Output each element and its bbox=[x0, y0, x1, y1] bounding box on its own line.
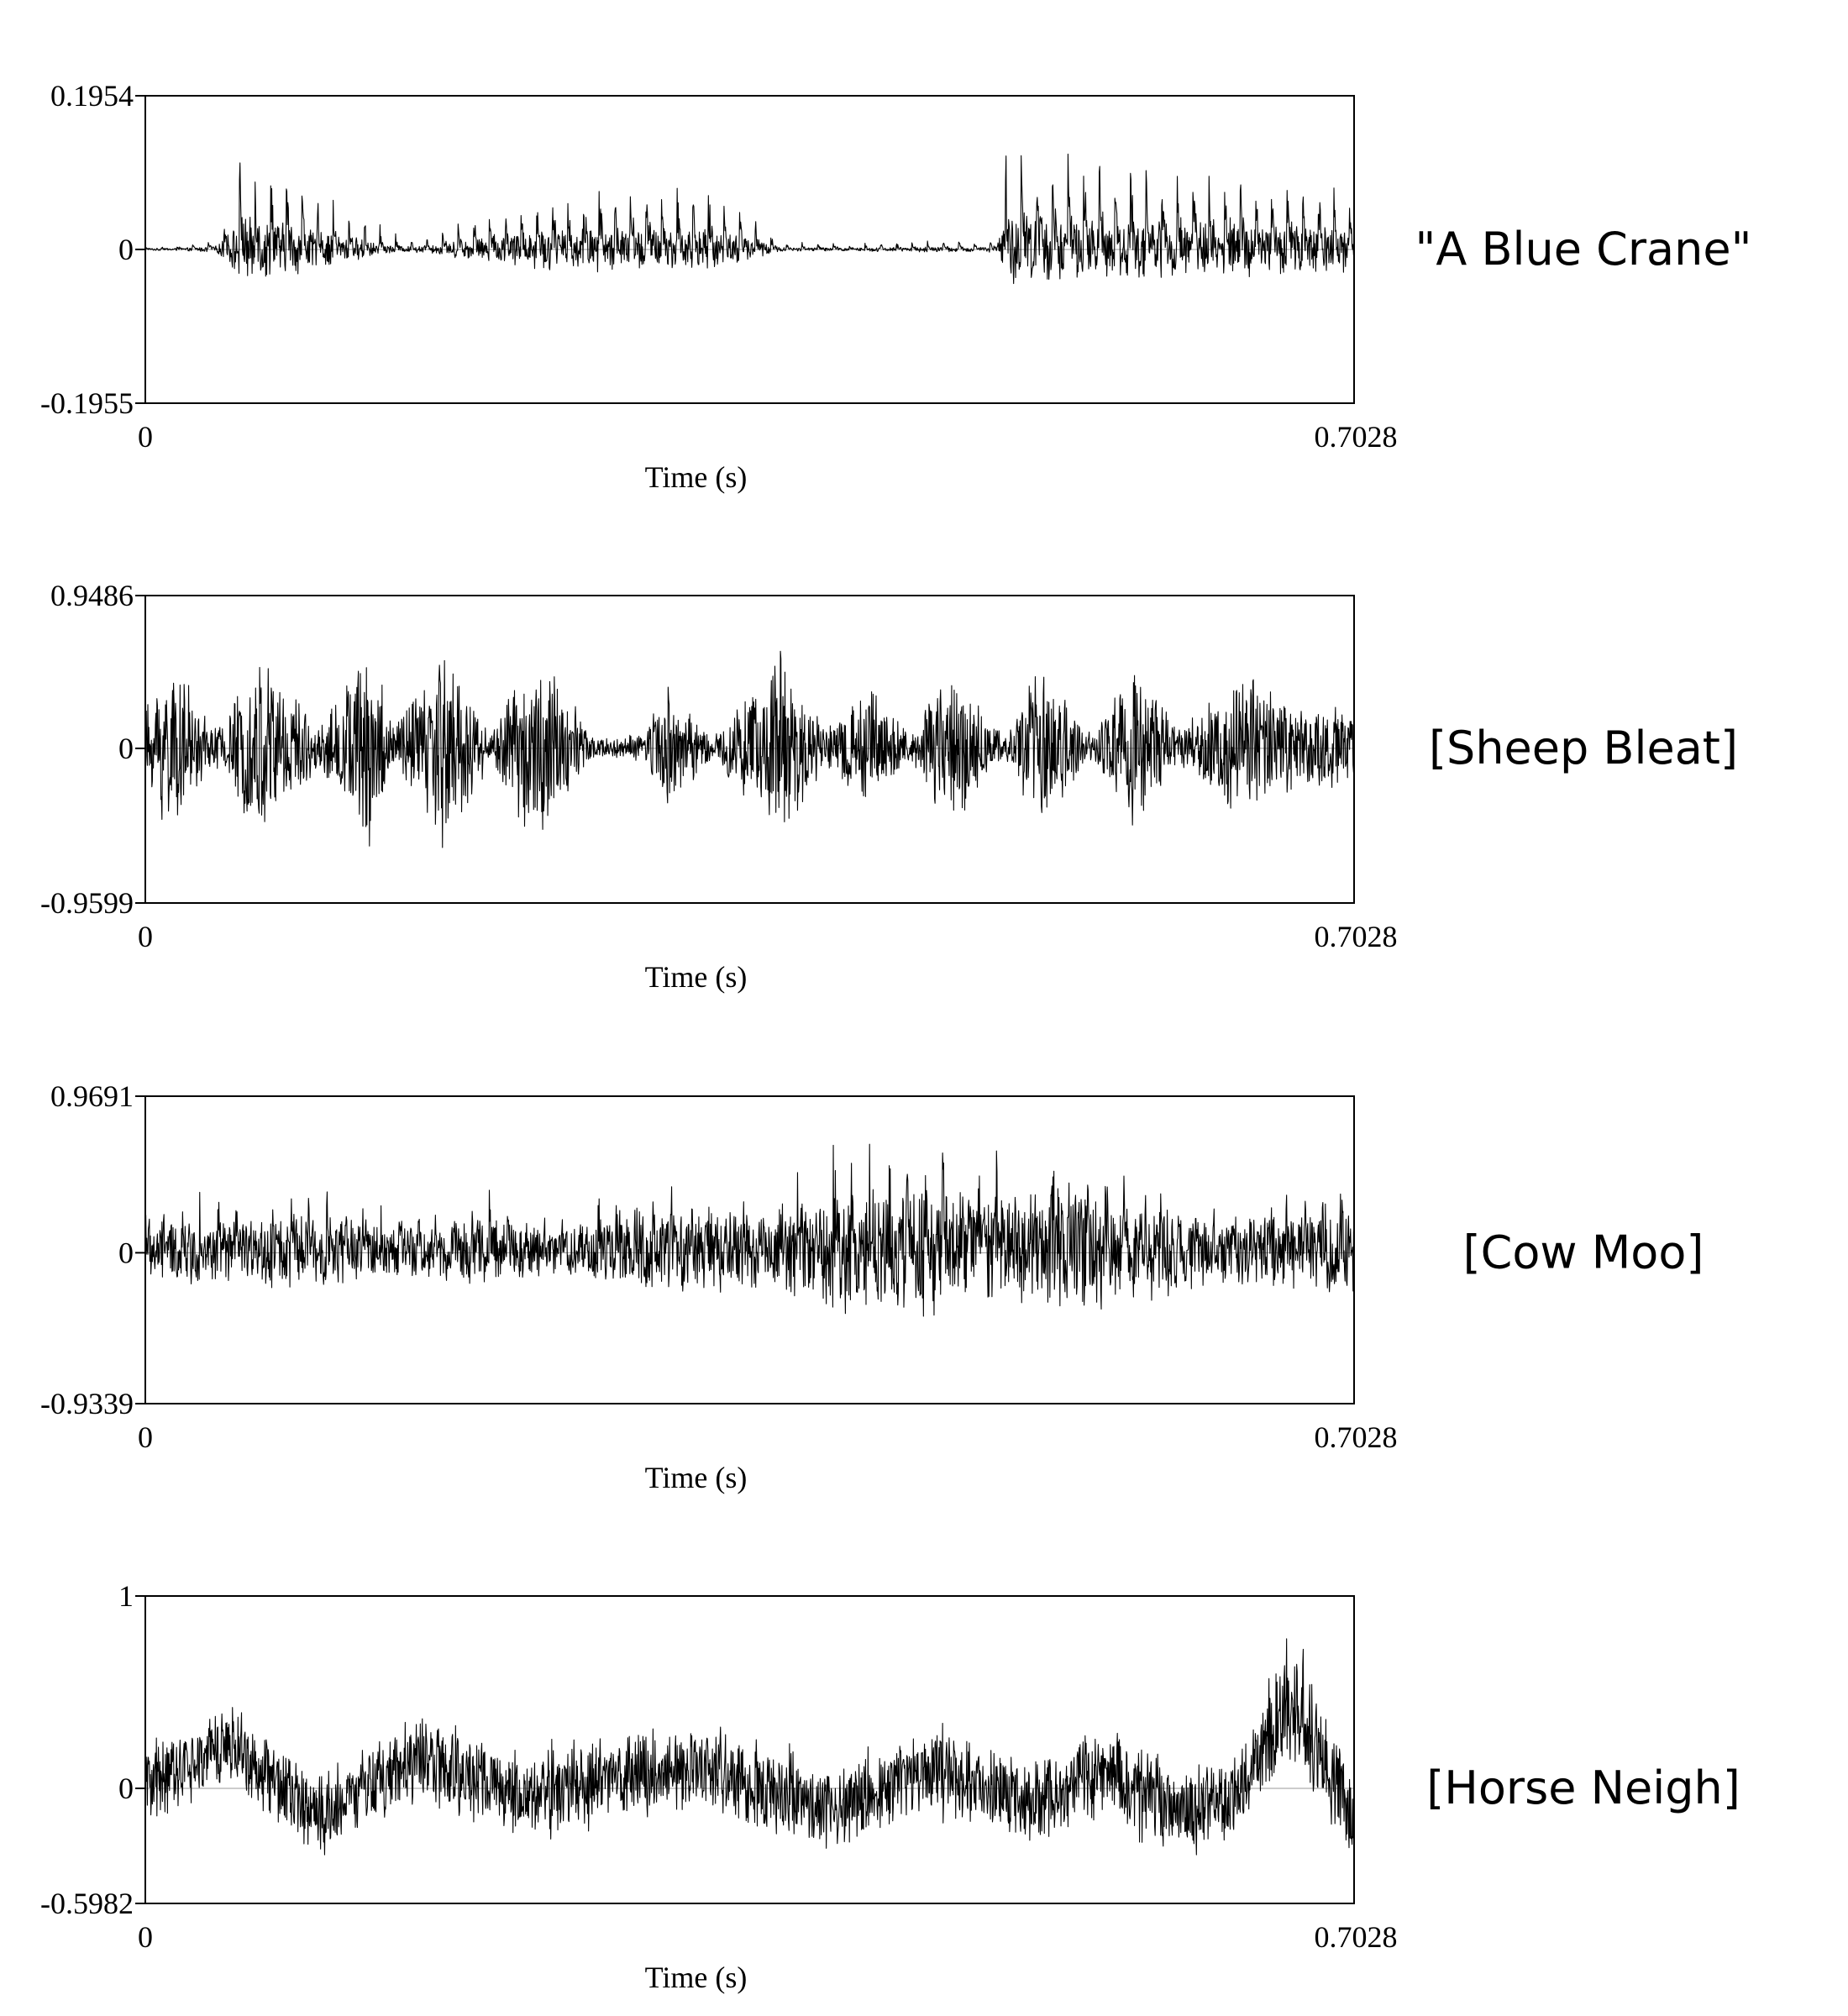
x-tick-label: 0.7028 bbox=[1315, 920, 1398, 953]
sound-label: "A Blue Crane" bbox=[1415, 223, 1752, 276]
y-tick-label: 0 bbox=[118, 233, 134, 266]
y-tick-label: -0.1955 bbox=[40, 386, 134, 420]
y-tick-label: 0 bbox=[118, 1772, 134, 1805]
x-axis-title: Time (s) bbox=[645, 960, 748, 994]
x-tick-label: 0.7028 bbox=[1315, 1420, 1398, 1454]
plot-frame bbox=[144, 1095, 1355, 1404]
plot-frame bbox=[144, 1595, 1355, 1904]
y-tick-label: 0.9486 bbox=[50, 579, 134, 612]
y-tick-label: 0.1954 bbox=[50, 79, 134, 113]
x-tick-label: 0 bbox=[138, 1920, 153, 1954]
sound-label: [Horse Neigh] bbox=[1426, 1761, 1740, 1814]
x-tick-label: 0 bbox=[138, 920, 153, 953]
waveform-line bbox=[144, 1638, 1355, 1856]
y-tick-label: -0.5982 bbox=[40, 1887, 134, 1920]
y-tick-label: 1 bbox=[118, 1579, 134, 1613]
x-axis-title: Time (s) bbox=[645, 460, 748, 494]
y-tick-label: -0.9339 bbox=[40, 1387, 134, 1420]
y-tick-label: 0 bbox=[118, 1236, 134, 1269]
x-tick-label: 0.7028 bbox=[1315, 1920, 1398, 1954]
waveform-line bbox=[144, 1143, 1355, 1317]
x-axis-title: Time (s) bbox=[645, 1461, 748, 1494]
waveform-line bbox=[144, 153, 1355, 285]
x-tick-label: 0.7028 bbox=[1315, 420, 1398, 454]
x-axis-title: Time (s) bbox=[645, 1961, 748, 1994]
y-tick-label: -0.9599 bbox=[40, 886, 134, 920]
waveform-line bbox=[144, 650, 1355, 848]
y-tick-label: 0 bbox=[118, 732, 134, 765]
x-tick-label: 0 bbox=[138, 1420, 153, 1454]
sound-label: [Cow Moo] bbox=[1463, 1226, 1704, 1278]
y-tick-label: 0.9691 bbox=[50, 1079, 134, 1113]
x-tick-label: 0 bbox=[138, 420, 153, 454]
plot-frame bbox=[144, 595, 1355, 904]
sound-label: [Sheep Bleat] bbox=[1429, 722, 1738, 774]
